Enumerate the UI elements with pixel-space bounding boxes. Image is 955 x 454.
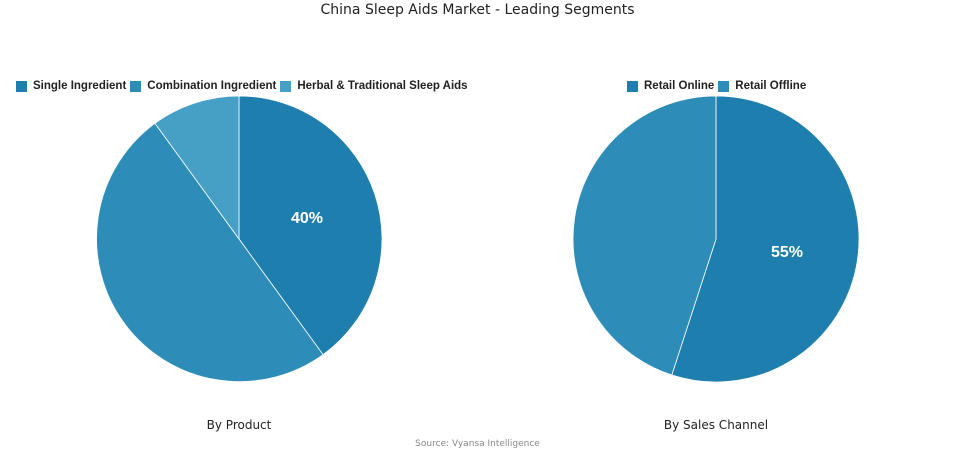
legend-swatch bbox=[718, 80, 730, 92]
legend-item-herbal: Herbal & Traditional Sleep Aids bbox=[280, 80, 468, 92]
pie-by-product: 40% bbox=[96, 95, 383, 383]
legend-label: Single Ingredient bbox=[33, 80, 127, 92]
legend-label: Herbal & Traditional Sleep Aids bbox=[297, 80, 468, 92]
source-note: Source: Vyansa Intelligence bbox=[415, 439, 540, 449]
legend-swatch bbox=[130, 80, 142, 92]
slice-herbal bbox=[154, 95, 240, 241]
pie-by-sales-channel: 55% bbox=[572, 95, 860, 383]
legend-by-product: Single Ingredient Combination Ingredient… bbox=[16, 80, 472, 92]
subtitle-by-product: By Product bbox=[206, 418, 272, 432]
slice-retail-online bbox=[671, 95, 860, 383]
legend-item-retail-online: Retail Online bbox=[627, 80, 714, 92]
legend-item-combination-ingredient: Combination Ingredient bbox=[130, 80, 276, 92]
slice-single-ingredient bbox=[238, 95, 383, 356]
data-label-single: 40% bbox=[291, 210, 323, 227]
legend-label: Retail Offline bbox=[735, 80, 807, 92]
legend-label: Combination Ingredient bbox=[147, 80, 277, 92]
legend-by-sales-channel: Retail Online Retail Offline bbox=[627, 80, 810, 92]
legend-item-single-ingredient: Single Ingredient bbox=[16, 80, 126, 92]
chart-title: China Sleep Aids Market - Leading Segmen… bbox=[320, 2, 635, 18]
subtitle-by-sales-channel: By Sales Channel bbox=[663, 418, 769, 432]
legend-swatch bbox=[627, 80, 638, 92]
legend-swatch bbox=[280, 80, 292, 92]
legend-swatch bbox=[16, 80, 27, 92]
slice-combination-ingredient bbox=[96, 122, 324, 383]
data-label-retail-online: 55% bbox=[771, 244, 803, 261]
slice-retail-offline bbox=[572, 95, 717, 376]
legend-item-retail-offline: Retail Offline bbox=[718, 80, 806, 92]
legend-label: Retail Online bbox=[644, 80, 715, 92]
